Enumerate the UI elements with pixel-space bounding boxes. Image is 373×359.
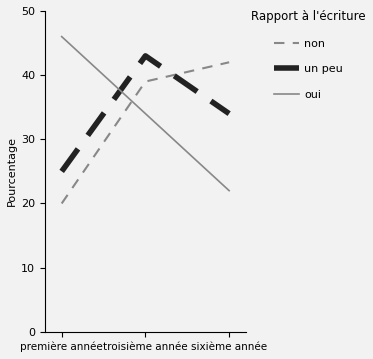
Legend: non, un peu, oui: non, un peu, oui <box>251 10 366 100</box>
Y-axis label: Pourcentage: Pourcentage <box>7 136 17 206</box>
